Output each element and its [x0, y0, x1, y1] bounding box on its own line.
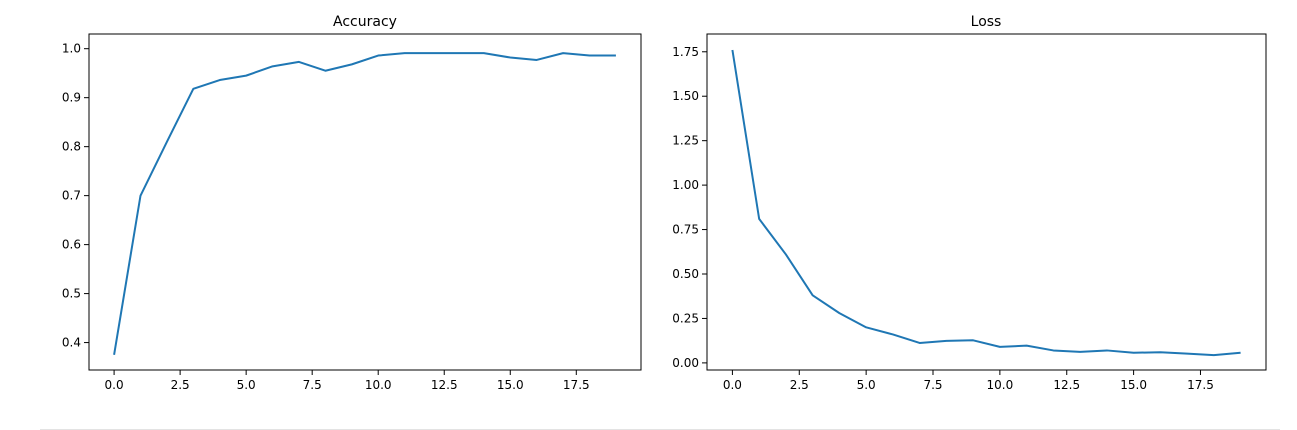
accuracy-x-tick-label: 10.0 — [365, 378, 392, 392]
loss-chart-title: Loss — [971, 14, 1002, 30]
accuracy-chart-title: Accuracy — [333, 14, 397, 30]
accuracy-y-axis: 0.4 0.5 0.6 0.7 0.8 0.9 1.0 — [62, 42, 89, 350]
accuracy-series — [113, 52, 616, 355]
loss-x-tick-label: 7.5 — [923, 378, 942, 392]
loss-x-tick-label: 15.0 — [1120, 378, 1147, 392]
loss-y-tick-label: 0.25 — [672, 311, 699, 325]
accuracy-y-tick-label: 1.0 — [62, 42, 81, 56]
loss-y-tick-label: 0.00 — [672, 356, 699, 370]
accuracy-y-tick-label: 0.7 — [62, 189, 81, 203]
accuracy-x-tick-label: 15.0 — [497, 378, 524, 392]
loss-x-tick-label: 10.0 — [987, 378, 1014, 392]
accuracy-plot-area — [88, 33, 642, 371]
loss-x-tick-label: 5.0 — [857, 378, 876, 392]
accuracy-y-tick-label: 0.9 — [62, 91, 81, 105]
loss-series-line — [731, 49, 1241, 357]
accuracy-x-tick-label: 0.0 — [105, 378, 124, 392]
loss-x-tick-label: 17.5 — [1187, 378, 1214, 392]
loss-y-tick-label: 1.75 — [672, 45, 699, 59]
accuracy-x-axis: 0.0 2.5 5.0 7.5 10.0 12.5 15.0 17.5 — [105, 370, 590, 392]
loss-plot-area — [706, 33, 1267, 371]
accuracy-x-tick-label: 17.5 — [563, 378, 590, 392]
loss-y-tick-label: 0.75 — [672, 223, 699, 237]
loss-y-axis: 0.00 0.25 0.50 0.75 1.00 1.25 1.50 1.75 — [672, 45, 707, 370]
loss-y-tick-label: 1.50 — [672, 89, 699, 103]
accuracy-x-tick-label: 7.5 — [303, 378, 322, 392]
accuracy-y-tick-label: 0.5 — [62, 287, 81, 301]
loss-series — [731, 49, 1241, 357]
accuracy-y-tick-label: 0.8 — [62, 140, 81, 154]
accuracy-y-tick-label: 0.6 — [62, 238, 81, 252]
accuracy-y-tick-label: 0.4 — [62, 336, 81, 350]
accuracy-x-tick-label: 2.5 — [171, 378, 190, 392]
loss-y-tick-label: 1.25 — [672, 134, 699, 148]
accuracy-chart: Accuracy 0.0 2.5 5.0 7.5 10.0 12.5 15.0 17.5 0.… — [62, 14, 642, 392]
accuracy-x-tick-label: 5.0 — [237, 378, 256, 392]
loss-y-tick-label: 1.00 — [672, 178, 699, 192]
loss-x-tick-label: 2.5 — [790, 378, 809, 392]
loss-x-tick-label: 0.0 — [723, 378, 742, 392]
accuracy-series-line — [113, 52, 616, 355]
loss-chart: Loss 0.0 2.5 5.0 7.5 10.0 12.5 15.0 17.5 0.000.… — [672, 14, 1267, 392]
loss-x-axis: 0.0 2.5 5.0 7.5 10.0 12.5 15.0 17.5 — [723, 370, 1214, 392]
loss-x-tick-label: 12.5 — [1053, 378, 1080, 392]
loss-y-tick-label: 0.50 — [672, 267, 699, 281]
accuracy-x-tick-label: 12.5 — [431, 378, 458, 392]
